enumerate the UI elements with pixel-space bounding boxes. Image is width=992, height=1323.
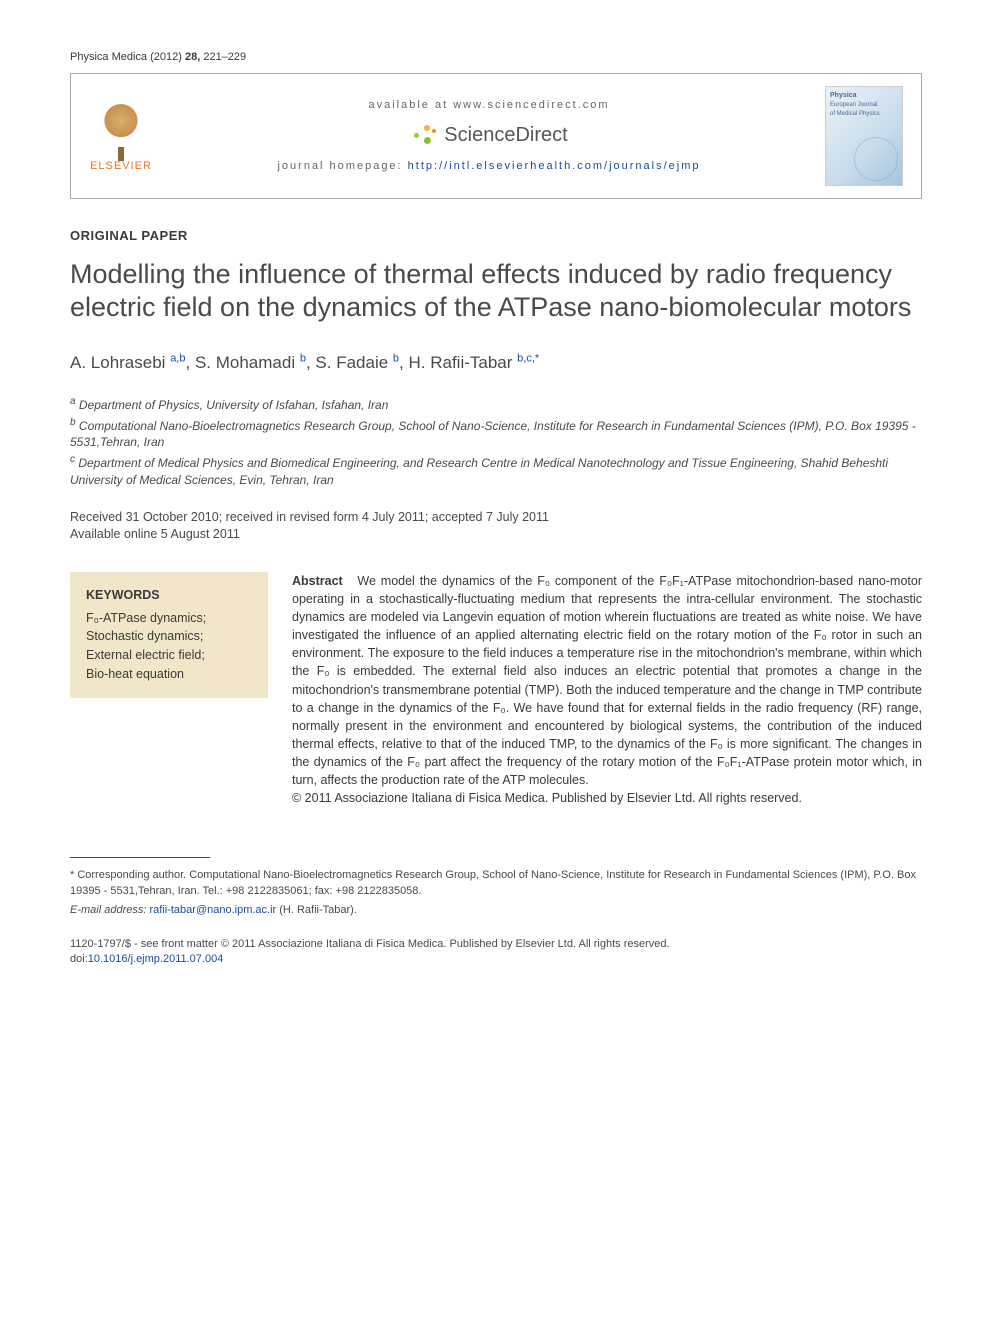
email-who: (H. Rafii-Tabar). — [279, 904, 357, 916]
header-center: available at www.sciencedirect.com Scien… — [171, 98, 807, 175]
dates-line1: Received 31 October 2010; received in re… — [70, 509, 922, 527]
doi-line: doi:10.1016/j.ejmp.2011.07.004 — [70, 952, 922, 967]
affiliation-text: Department of Medical Physics and Biomed… — [70, 456, 888, 487]
abstract-block: Abstract We model the dynamics of the F₀… — [292, 572, 922, 808]
author: S. Fadaie b — [315, 353, 399, 372]
affil-link[interactable]: a,b — [170, 352, 185, 364]
cover-line1: Physica — [830, 91, 898, 101]
author-name: H. Rafii-Tabar — [409, 353, 513, 372]
authors-line: A. Lohrasebi a,b, S. Mohamadi b, S. Fada… — [70, 351, 922, 375]
affiliation-c: c Department of Medical Physics and Biom… — [70, 453, 922, 489]
email-footnote: E-mail address: rafii-tabar@nano.ipm.ac.… — [70, 903, 922, 918]
affil-link[interactable]: b — [300, 352, 306, 364]
email-link[interactable]: rafii-tabar@nano.ipm.ac.ir — [149, 904, 276, 916]
affiliation-text: Computational Nano-Bioelectromagnetics R… — [70, 419, 916, 450]
journal-year: (2012) — [150, 51, 182, 63]
doi-label: doi: — [70, 953, 88, 965]
corresponding-author-footnote: * Corresponding author. Computational Na… — [70, 868, 922, 899]
footnote-rule — [70, 857, 210, 858]
citation-line: Physica Medica (2012) 28, 221–229 — [70, 50, 922, 65]
journal-homepage: journal homepage: http://intl.elsevierhe… — [171, 159, 807, 174]
author: A. Lohrasebi a,b — [70, 353, 185, 372]
issn-line: 1120-1797/$ - see front matter © 2011 As… — [70, 937, 922, 952]
affiliation-a: a Department of Physics, University of I… — [70, 395, 922, 414]
abstract-rights: © 2011 Associazione Italiana di Fisica M… — [292, 791, 802, 805]
page-range: 221–229 — [203, 51, 246, 63]
affil-link[interactable]: b,c,* — [517, 352, 539, 364]
elsevier-logo: ELSEVIER — [89, 96, 153, 176]
dates-line2: Available online 5 August 2011 — [70, 526, 922, 544]
keywords-heading: KEYWORDS — [86, 586, 252, 605]
keywords-box: KEYWORDS F₀-ATPase dynamics; Stochastic … — [70, 572, 268, 698]
doi-link[interactable]: 10.1016/j.ejmp.2011.07.004 — [88, 953, 224, 965]
affil-link[interactable]: b — [393, 352, 399, 364]
abstract-text: We model the dynamics of the F₀ componen… — [292, 574, 922, 787]
author-name: A. Lohrasebi — [70, 353, 165, 372]
journal-cover-thumb: Physica European Journal of Medical Phys… — [825, 86, 903, 186]
abstract-label: Abstract — [292, 574, 343, 588]
affiliations: a Department of Physics, University of I… — [70, 395, 922, 489]
affiliation-text: Department of Physics, University of Isf… — [79, 398, 388, 412]
author-name: S. Fadaie — [315, 353, 388, 372]
keywords-list: F₀-ATPase dynamics; Stochastic dynamics;… — [86, 609, 252, 684]
copyright-block: 1120-1797/$ - see front matter © 2011 As… — [70, 937, 922, 968]
journal-header-box: ELSEVIER available at www.sciencedirect.… — [70, 73, 922, 199]
cover-line3: of Medical Physics — [830, 110, 898, 118]
sciencedirect-text: ScienceDirect — [444, 121, 567, 149]
paper-type: ORIGINAL PAPER — [70, 227, 922, 245]
homepage-label: journal homepage: — [277, 160, 407, 172]
paper-page: Physica Medica (2012) 28, 221–229 ELSEVI… — [0, 0, 992, 1007]
paper-title: Modelling the influence of thermal effec… — [70, 258, 922, 326]
journal-name: Physica Medica — [70, 51, 147, 63]
homepage-link[interactable]: http://intl.elsevierhealth.com/journals/… — [408, 160, 701, 172]
email-label: E-mail address: — [70, 904, 146, 916]
journal-volume: 28, — [185, 51, 200, 63]
available-at: available at www.sciencedirect.com — [171, 98, 807, 113]
author: H. Rafii-Tabar b,c,* — [409, 353, 540, 372]
keywords-abstract-row: KEYWORDS F₀-ATPase dynamics; Stochastic … — [70, 572, 922, 808]
elsevier-label: ELSEVIER — [90, 159, 152, 174]
sciencedirect-dots-icon — [410, 123, 438, 147]
article-dates: Received 31 October 2010; received in re… — [70, 509, 922, 544]
cover-line2: European Journal — [830, 101, 898, 109]
sciencedirect-logo: ScienceDirect — [410, 121, 567, 149]
author-name: S. Mohamadi — [195, 353, 295, 372]
author: S. Mohamadi b — [195, 353, 306, 372]
affiliation-b: b Computational Nano-Bioelectromagnetics… — [70, 416, 922, 452]
elsevier-tree-icon — [97, 99, 145, 153]
